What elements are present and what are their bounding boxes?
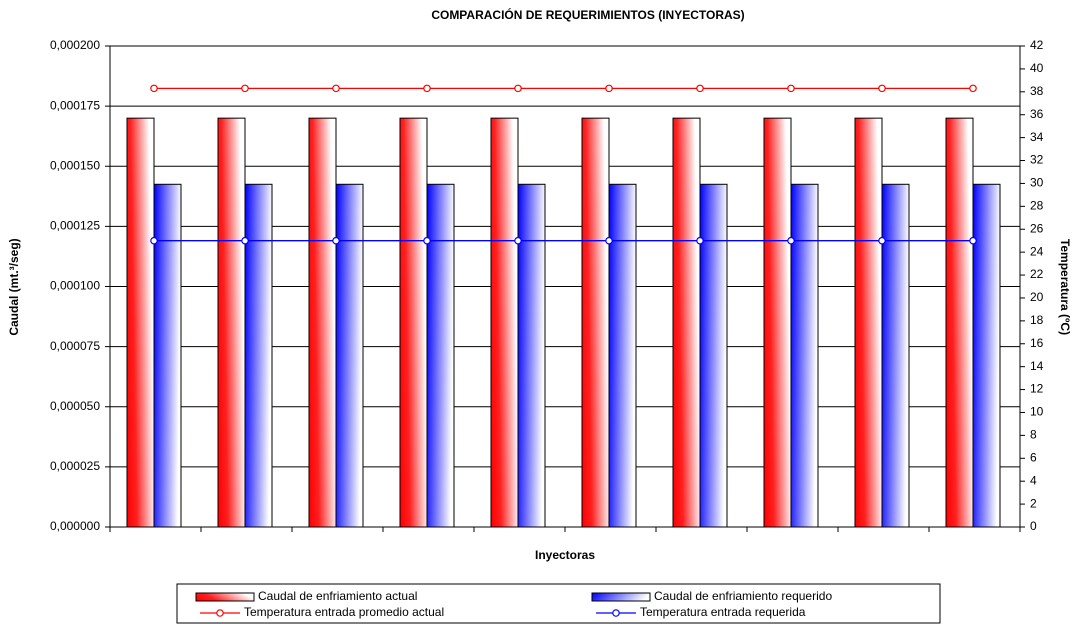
legend-label: Temperatura entrada promedio actual [244, 605, 444, 619]
y2-tick-label: 0 [1030, 519, 1037, 533]
y2-tick-label: 34 [1030, 130, 1044, 144]
bar [335, 183, 364, 528]
line-marker [787, 84, 795, 93]
bar [972, 183, 1001, 528]
bar [517, 183, 546, 528]
legend-label: Caudal de enfriamiento actual [258, 589, 417, 603]
legend-marker [612, 609, 620, 617]
y2-tick-label: 20 [1030, 290, 1044, 304]
y-tick-label: 0,000075 [50, 339, 100, 353]
y2-tick-label: 10 [1030, 405, 1044, 419]
bar [399, 117, 428, 528]
bar [763, 117, 792, 528]
x-axis-label: Inyectoras [535, 548, 595, 562]
y-tick-label: 0,000000 [50, 519, 100, 533]
y2-axis-label: Temperatura (ºC) [1058, 239, 1072, 335]
y2-tick-label: 28 [1030, 199, 1044, 213]
y-tick-label: 0,000200 [50, 38, 100, 52]
y2-tick-label: 40 [1030, 61, 1044, 75]
y-tick-label: 0,000175 [50, 98, 100, 112]
line-marker [878, 236, 886, 245]
bar [790, 183, 819, 528]
bar [699, 183, 728, 528]
line-marker [696, 236, 704, 245]
line-marker [332, 84, 340, 93]
line-marker [423, 84, 431, 93]
bar [672, 117, 701, 528]
bar [945, 117, 974, 528]
bar [426, 183, 455, 528]
bar [881, 183, 910, 528]
y2-tick-label: 12 [1030, 382, 1044, 396]
line-marker [514, 236, 522, 245]
line-marker [878, 84, 886, 93]
line-marker [150, 236, 158, 245]
y-tick-label: 0,000025 [50, 459, 100, 473]
line-marker [150, 84, 158, 93]
y2-tick-label: 36 [1030, 107, 1044, 121]
line-marker [423, 236, 431, 245]
line-marker [696, 84, 704, 93]
y-tick-label: 0,000125 [50, 219, 100, 233]
y2-tick-label: 14 [1030, 359, 1044, 373]
legend-label: Caudal de enfriamiento requerido [654, 589, 832, 603]
line-marker [969, 236, 977, 245]
legend-swatch [591, 592, 651, 602]
line-marker [332, 236, 340, 245]
y-tick-label: 0,000150 [50, 158, 100, 172]
legend-box [176, 583, 941, 624]
y2-tick-label: 16 [1030, 336, 1044, 350]
y2-tick-label: 38 [1030, 84, 1044, 98]
y2-tick-label: 4 [1030, 473, 1037, 487]
y-tick-label: 0,000050 [50, 399, 100, 413]
y2-tick-label: 2 [1030, 496, 1037, 510]
y2-tick-label: 18 [1030, 313, 1044, 327]
line-marker [241, 84, 249, 93]
line-marker [605, 236, 613, 245]
bar [608, 183, 637, 528]
bar [244, 183, 273, 528]
bar [308, 117, 337, 528]
legend-swatch [195, 592, 255, 602]
y2-tick-label: 32 [1030, 153, 1044, 167]
line-marker [605, 84, 613, 93]
y-tick-label: 0,000100 [50, 279, 100, 293]
chart-title: COMPARACIÓN DE REQUERIMIENTOS (INYECTORA… [431, 7, 744, 22]
y2-tick-label: 24 [1030, 244, 1044, 258]
line-marker [241, 236, 249, 245]
legend-marker [216, 609, 224, 617]
bar [854, 117, 883, 528]
line-marker [787, 236, 795, 245]
bar [153, 183, 182, 528]
line-marker [969, 84, 977, 93]
y2-tick-label: 8 [1030, 428, 1037, 442]
bar [126, 117, 155, 528]
y-axis-label: Caudal (mt.³/seg) [7, 238, 21, 335]
line-marker [514, 84, 522, 93]
bar [581, 117, 610, 528]
legend-label: Temperatura entrada requerida [640, 605, 806, 619]
y2-tick-label: 30 [1030, 176, 1044, 190]
y2-tick-label: 26 [1030, 221, 1044, 235]
bar [490, 117, 519, 528]
y2-tick-label: 6 [1030, 450, 1037, 464]
y2-tick-label: 22 [1030, 267, 1044, 281]
bar [217, 117, 246, 528]
y2-tick-label: 42 [1030, 38, 1044, 52]
